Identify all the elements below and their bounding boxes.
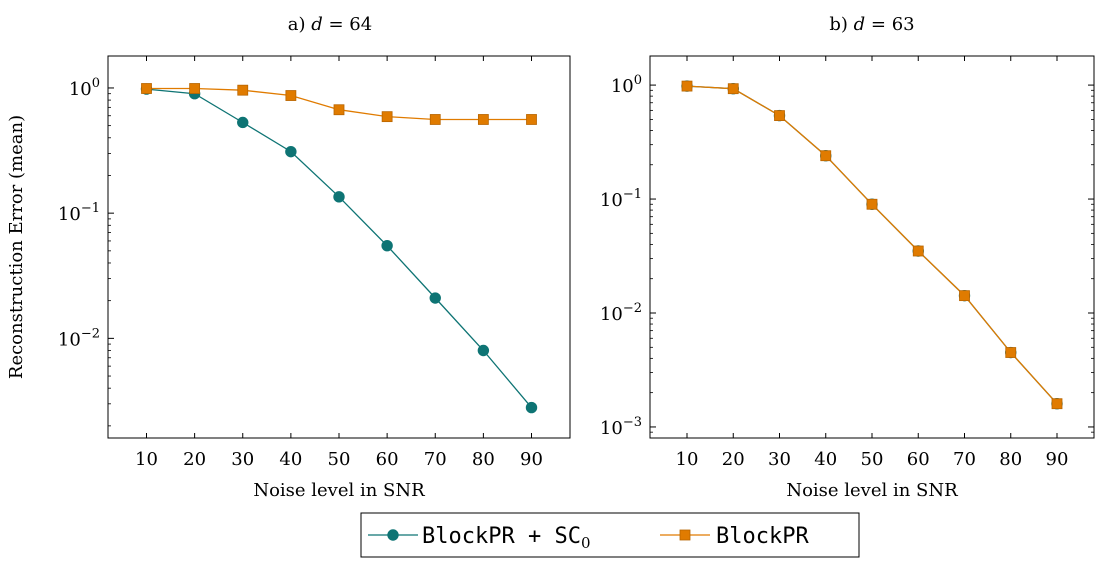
panel-b-title-prefix: b) bbox=[829, 14, 853, 35]
panel-a-series-blockpr bbox=[141, 83, 537, 125]
panel-b-xtick-label-80: 80 bbox=[999, 449, 1022, 470]
panel-a-title-prefix: a) bbox=[288, 14, 311, 35]
panel-a-ylabel: Reconstruction Error (mean) bbox=[6, 115, 27, 379]
panel-b-point-70 bbox=[959, 290, 970, 302]
panel-b-xtick-label-50: 50 bbox=[861, 449, 884, 470]
panel-b-xtick-label-30: 30 bbox=[768, 449, 791, 470]
panel-a-ytick-label: 100 bbox=[69, 76, 100, 100]
legend-entry-blockpr: BlockPR bbox=[660, 524, 809, 549]
panel-b-ytick-label-base: 10 bbox=[600, 304, 623, 325]
legend-label-blockpr: BlockPR bbox=[716, 524, 809, 549]
panel-b-series-blockpr bbox=[681, 80, 1063, 410]
panel-a-ytick-label-exp: 0 bbox=[92, 76, 100, 91]
panel-b-ytick-label-exp: −1 bbox=[623, 187, 642, 202]
panel-a-point-60 bbox=[381, 111, 393, 123]
panel-b-ytick-label: 10−3 bbox=[600, 415, 642, 439]
panel-b-xtick-label-60: 60 bbox=[907, 449, 930, 470]
panel-a-series-line bbox=[146, 88, 532, 409]
panel-b-point-60 bbox=[912, 245, 924, 257]
legend-marker-blockpr-sc0 bbox=[387, 529, 399, 541]
panel-a-point-10 bbox=[141, 83, 152, 94]
panel-b-ytick-label: 10−2 bbox=[600, 301, 642, 325]
panel-a-ytick-label: 10−1 bbox=[58, 201, 100, 225]
panel-b-ytick-label-exp: −2 bbox=[623, 301, 642, 316]
panel-a-ytick-label-exp: −1 bbox=[81, 201, 100, 216]
panel-b-point-80 bbox=[1005, 347, 1017, 358]
panel-a-title: a) d = 64 bbox=[288, 14, 372, 35]
panel-b-ytick-label-base: 10 bbox=[611, 76, 634, 97]
panel-a-title-rest: = 64 bbox=[323, 14, 372, 35]
panel-b-title-var: d bbox=[854, 14, 866, 35]
panel-b-title: b) d = 63 bbox=[829, 14, 914, 35]
panel-a-ytick-label-base: 10 bbox=[58, 204, 81, 225]
legend-label-blockpr-sc0: BlockPR + SC0 bbox=[422, 524, 591, 552]
panel-a-point-40 bbox=[285, 90, 297, 101]
panel-a-xtick-label-70: 70 bbox=[424, 449, 447, 470]
panel-a-point-60 bbox=[381, 239, 393, 252]
panel-b-frame bbox=[649, 55, 1095, 439]
panel-b-ytick-label-base: 10 bbox=[600, 418, 623, 439]
panel-b-point-50 bbox=[866, 198, 878, 210]
panel-a-xtick-label-80: 80 bbox=[472, 449, 495, 470]
legend-label-blockpr-sc0-sub: 0 bbox=[581, 534, 591, 552]
panel-b-ytick-label-base: 10 bbox=[600, 190, 623, 211]
panel-b-series-line bbox=[686, 85, 1058, 405]
panel-b-xlabel: Noise level in SNR bbox=[786, 480, 958, 501]
panel-a-xtick-label-30: 30 bbox=[231, 449, 254, 470]
panel-a-point-80 bbox=[477, 344, 490, 357]
panel-a-point-80 bbox=[477, 114, 489, 125]
panel-a-point-30 bbox=[237, 84, 249, 96]
panel-b-ytick-label: 10−1 bbox=[600, 187, 642, 211]
panel-a-point-90 bbox=[525, 401, 538, 414]
panel-a-xlabel: Noise level in SNR bbox=[253, 480, 425, 501]
panel-b-xtick-label-40: 40 bbox=[814, 449, 837, 470]
legend-marker-blockpr bbox=[679, 529, 691, 541]
panel-a-point-50 bbox=[333, 104, 345, 116]
panel-b-series-line bbox=[686, 85, 1058, 405]
panel-b-point-90 bbox=[1051, 398, 1063, 410]
panel-a-point-70 bbox=[429, 292, 441, 304]
panel-a-xtick-label-50: 50 bbox=[328, 449, 351, 470]
panel-b-point-30 bbox=[774, 110, 785, 121]
panel-b-xtick-label-70: 70 bbox=[953, 449, 976, 470]
legend-entry-blockpr-sc0: BlockPR + SC0 bbox=[368, 524, 591, 552]
panel-b-point-40 bbox=[820, 150, 832, 162]
panel-a-series-blockpr-sc0 bbox=[140, 83, 538, 414]
panel-a-xtick-label-40: 40 bbox=[279, 449, 302, 470]
panel-b-ytick-label-exp: 0 bbox=[634, 73, 642, 88]
panel-a-title-var: d bbox=[311, 14, 323, 35]
panel-a-ytick-label-base: 10 bbox=[58, 329, 81, 350]
panel-b-series-blockpr-sc0 bbox=[681, 80, 1063, 410]
panel-a-xtick-label-10: 10 bbox=[135, 449, 158, 470]
panel-a-point-50 bbox=[333, 191, 345, 203]
legend: BlockPR + SC0 BlockPR bbox=[360, 512, 860, 558]
panel-a-point-40 bbox=[285, 145, 297, 158]
panel-b-xtick-label-90: 90 bbox=[1046, 449, 1069, 470]
panel-a-point-30 bbox=[237, 116, 249, 129]
legend-box bbox=[360, 512, 860, 558]
panel-a-point-70 bbox=[429, 114, 441, 125]
panel-b-ytick-label-exp: −3 bbox=[623, 415, 642, 430]
panel-b-xtick-label-10: 10 bbox=[676, 449, 699, 470]
legend-label-blockpr-sc0-main: BlockPR + SC bbox=[422, 524, 581, 549]
panel-b-ytick-label: 100 bbox=[611, 73, 642, 97]
panel-a-ytick-label-exp: −2 bbox=[81, 326, 100, 341]
panel-a-xtick-label-60: 60 bbox=[376, 449, 399, 470]
panel-b-point-20 bbox=[727, 83, 739, 95]
panel-b-xtick-label-20: 20 bbox=[722, 449, 745, 470]
panel-a-point-90 bbox=[526, 114, 537, 125]
panel-a-point-20 bbox=[189, 83, 201, 94]
panel-b-point-10 bbox=[681, 80, 693, 92]
panel-a-ytick-label: 10−2 bbox=[58, 326, 100, 350]
panel-b-title-rest: = 63 bbox=[865, 14, 914, 35]
panel-a-ytick-label-base: 10 bbox=[69, 79, 92, 100]
panel-a-xtick-label-90: 90 bbox=[520, 449, 543, 470]
panel-a-xtick-label-20: 20 bbox=[183, 449, 206, 470]
